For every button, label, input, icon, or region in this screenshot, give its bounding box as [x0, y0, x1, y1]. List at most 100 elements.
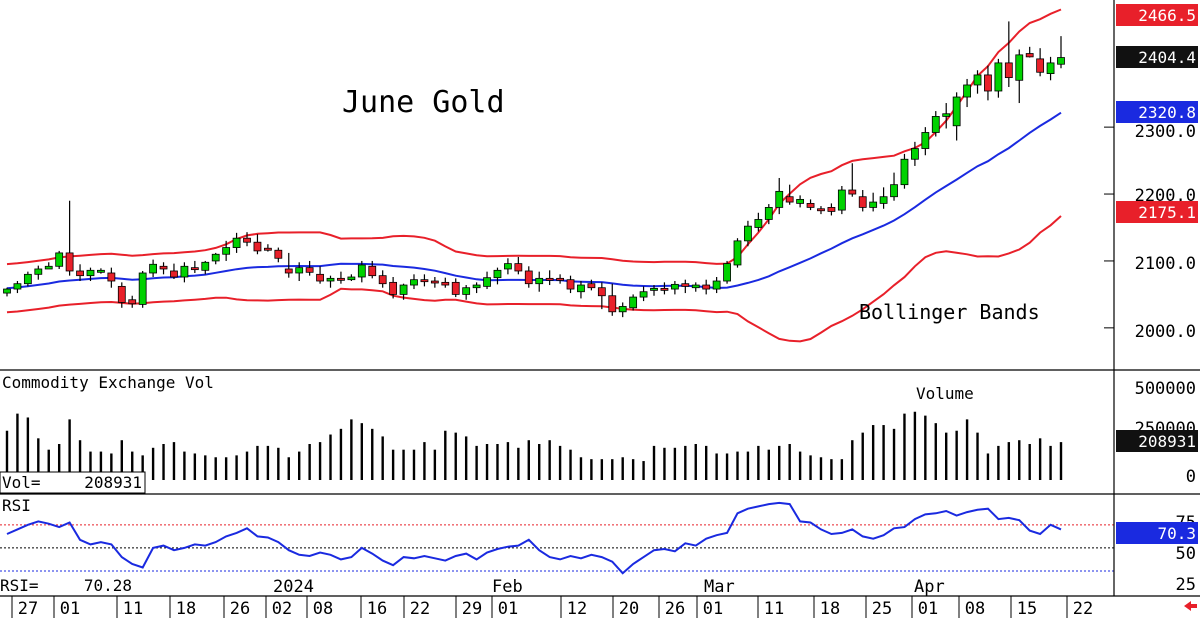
date-tick-label: 22	[1073, 599, 1093, 618]
candle	[639, 286, 648, 302]
rsi-series-line	[6, 501, 1062, 575]
volume-readout-box	[0, 471, 146, 494]
candle-body	[837, 189, 846, 211]
candle-body	[660, 287, 669, 291]
candle-body	[180, 265, 189, 278]
candle	[410, 274, 418, 290]
candle	[984, 65, 992, 101]
rsi-tag	[1116, 522, 1198, 544]
candle-body	[670, 283, 679, 290]
candle-body	[545, 277, 554, 281]
rsi-tag-value: 70.3	[1157, 524, 1196, 543]
volume-tick: 0	[1186, 467, 1196, 487]
candle	[524, 266, 533, 288]
price-tick: 2300.0	[1135, 122, 1196, 142]
date-axis: 27 01 11 18 26 02 08 16 22 29 01 12 20 26 01 11 18 25 01 08…	[0, 595, 1114, 618]
month-label-apr: Apr	[914, 577, 945, 597]
candle-body	[232, 237, 241, 248]
candle	[44, 262, 53, 270]
candle	[702, 279, 711, 295]
candle-body	[775, 190, 784, 208]
candle	[796, 195, 805, 208]
candle	[76, 264, 84, 282]
candle	[879, 187, 888, 209]
last-price-tag	[1116, 46, 1198, 68]
candle	[232, 232, 241, 253]
volume-panel-label: Commodity Exchange Vol	[2, 373, 214, 392]
candle	[493, 267, 502, 285]
candle	[3, 287, 11, 297]
candle-body	[86, 269, 95, 277]
candle-body	[1057, 57, 1065, 65]
candle	[441, 277, 450, 288]
candle	[535, 271, 544, 292]
rsi-readout-label: RSI=	[0, 576, 39, 595]
candle	[483, 271, 491, 290]
candle-body	[994, 62, 1003, 92]
candle	[170, 263, 178, 280]
candle	[55, 250, 64, 269]
candle	[764, 204, 773, 225]
candle	[817, 206, 825, 215]
candle-body	[347, 276, 356, 281]
candle	[1046, 56, 1055, 81]
candle-body	[274, 249, 283, 259]
volume-readout-value: 208931	[84, 473, 142, 492]
date-tick-label: 16	[367, 599, 387, 618]
candle-body	[295, 267, 304, 274]
candle-body	[76, 270, 84, 277]
candle	[660, 282, 669, 295]
candle	[827, 203, 836, 216]
candle	[274, 247, 283, 263]
candle	[608, 283, 617, 316]
candle-body	[681, 283, 690, 287]
candle	[368, 260, 377, 279]
candle-body	[869, 201, 878, 208]
candle-body	[702, 284, 711, 290]
lower-band-tag	[1116, 201, 1198, 223]
candle-body	[159, 265, 168, 270]
candle-body	[879, 196, 888, 204]
candle	[378, 270, 387, 288]
candle	[1036, 48, 1045, 77]
candle-body	[378, 275, 387, 285]
candle	[201, 260, 210, 275]
candle	[138, 270, 147, 308]
candle-body	[577, 284, 585, 293]
date-tick-label: 18	[176, 599, 196, 618]
candle	[848, 163, 857, 197]
candle	[243, 232, 251, 247]
month-label-feb: Feb	[492, 577, 523, 597]
candle	[13, 281, 22, 294]
candle	[263, 244, 272, 252]
candle-body	[451, 281, 460, 295]
candle	[222, 240, 231, 261]
candle	[837, 186, 846, 215]
date-tick-label: 26	[230, 599, 250, 618]
candle	[389, 277, 398, 299]
candle	[691, 282, 700, 292]
candle-body	[420, 279, 429, 283]
candle-body	[712, 280, 721, 290]
candle-body	[827, 207, 836, 212]
candle-body	[817, 208, 825, 212]
scroll-right-arrow-icon[interactable]	[1184, 601, 1197, 611]
candlesticks	[3, 21, 1065, 318]
candle	[733, 238, 742, 268]
candle	[931, 111, 940, 137]
candle	[963, 78, 971, 108]
candle-body	[483, 277, 491, 287]
candle	[577, 281, 585, 299]
candle-body	[357, 264, 366, 278]
month-label-mar: Mar	[704, 577, 735, 597]
candle	[942, 103, 951, 129]
month-label-2024: 2024	[273, 577, 314, 597]
date-tick-label: 27	[18, 599, 38, 618]
candle	[107, 267, 116, 288]
candle	[973, 70, 982, 94]
candle	[556, 274, 564, 284]
candle	[337, 271, 345, 284]
candle-body	[921, 132, 930, 149]
candle	[180, 262, 189, 283]
